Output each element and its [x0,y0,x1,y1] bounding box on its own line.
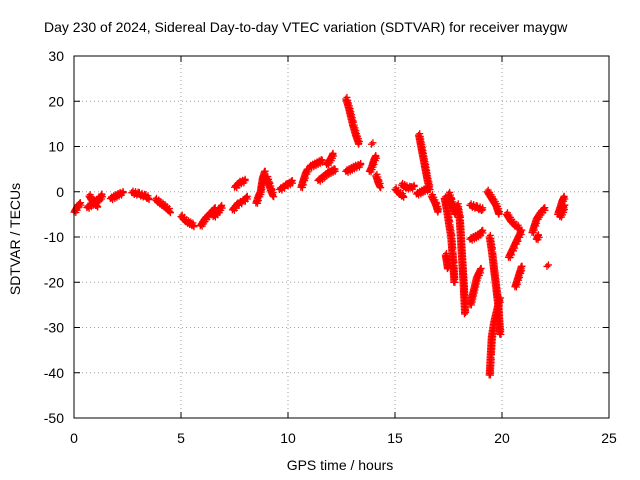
data-point [450,278,458,286]
data-point [241,176,249,184]
x-axis-label: GPS time / hours [287,457,394,473]
y-axis-label: SDTVAR / TECUs [7,183,23,295]
data-point [372,152,380,160]
data-point [329,149,337,157]
y-tick-label: -40 [44,365,64,381]
data-point [540,205,548,213]
grid [74,56,609,418]
data-point [479,206,487,214]
y-tick-label: -10 [44,229,64,245]
data-point [190,222,198,230]
data-point [355,140,363,148]
data-point [242,193,250,201]
data-point [461,310,469,318]
data-point [544,261,552,269]
data-point [434,208,442,216]
data-point [425,185,433,193]
data-point [318,156,326,164]
data-point [76,199,84,207]
data-point [243,192,251,200]
x-tick-label: 20 [494,430,510,446]
x-tick-label: 0 [70,430,78,446]
y-tick-label: -20 [44,274,64,290]
data-point [92,201,100,209]
data-point [478,227,486,235]
x-tick-label: 10 [280,430,296,446]
data-point [98,190,106,198]
data-point [479,226,487,234]
data-point [76,200,84,208]
data-point [331,165,339,173]
data-point [218,201,226,209]
data-point [496,330,504,338]
data-point [287,178,295,186]
data-point [94,202,102,210]
data-point [541,204,549,212]
data-point [269,192,277,200]
data-point [543,262,551,270]
x-tick-label: 25 [601,430,617,446]
axis-ticks: 0 5 10 15 20 25 -50 -40 -30 -20 -10 0 10 20 30 [44,48,617,446]
chart-title: Day 230 of 2024, Sidereal Day-to-day VTE… [44,19,568,35]
data-point [534,231,542,239]
data-point [288,176,296,184]
data-point [400,192,408,200]
data-point [517,262,525,270]
y-tick-label: 30 [48,48,64,64]
data-points [70,93,569,379]
data-point [369,139,377,147]
data-point [496,294,504,302]
y-tick-label: 0 [56,184,64,200]
data-point [165,207,173,215]
data-point [367,140,375,148]
data-point [443,265,451,273]
x-tick-label: 15 [387,430,403,446]
data-point [217,202,225,210]
data-point [410,182,418,190]
data-point [560,192,568,200]
data-point [119,189,127,197]
y-tick-label: -30 [44,320,64,336]
data-point [477,265,485,273]
data-point [517,226,525,234]
y-tick-label: -50 [44,410,64,426]
data-point [357,161,365,169]
data-point [560,201,568,209]
data-point [495,210,503,218]
x-tick-label: 5 [177,430,185,446]
y-tick-label: 20 [48,93,64,109]
data-point [260,167,268,175]
data-point [376,183,384,191]
data-point [462,307,470,315]
data-point [145,195,153,203]
data-point [166,208,174,216]
y-tick-label: 10 [48,139,64,155]
